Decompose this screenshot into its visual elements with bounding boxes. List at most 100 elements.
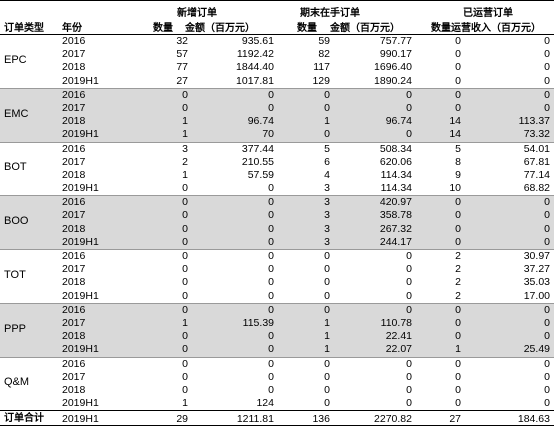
cell-backlog-count: 0	[324, 101, 330, 114]
table-row: 2016 0 0 0 0 0 0	[0, 304, 554, 317]
header-operating-cols: 数量运营收入（百万元）	[431, 23, 541, 34]
cell-year: 2018	[62, 115, 86, 128]
cell-operating-count: 0	[455, 330, 461, 343]
cell-new-count: 0	[182, 276, 188, 289]
cell-new-count: 3	[182, 142, 188, 155]
cell-new-amount: 0	[268, 276, 274, 289]
cell-new-amount: 0	[268, 343, 274, 356]
cell-operating-count: 10	[449, 182, 461, 195]
cell-backlog-count: 3	[324, 182, 330, 195]
cell-year: 2018	[62, 276, 86, 289]
cell-new-amount: 1192.42	[236, 48, 274, 61]
cell-operating-revenue: 0	[544, 101, 550, 114]
cell-backlog-count: 3	[324, 196, 330, 209]
cell-new-count: 1	[182, 168, 188, 181]
cell-new-amount: 0	[268, 196, 274, 209]
header-backlog-count: 数量	[297, 23, 317, 34]
cell-new-amount: 0	[268, 263, 274, 276]
cell-new-amount: 0	[268, 101, 274, 114]
cell-year: 2019H1	[62, 343, 99, 356]
table-row: 2017 0 0 0 0 2 37.27	[0, 263, 554, 276]
cell-new-amount: 935.61	[241, 35, 274, 47]
cell-operating-revenue: 113.37	[518, 115, 550, 128]
table-header: 订单类型 年份 新增订单 数量 金额（百万元） 期末在手订单 数量 金额（百万元…	[0, 0, 554, 35]
cell-operating-revenue: 0	[544, 48, 550, 61]
cell-new-amount: 57.59	[247, 168, 274, 181]
header-backlog: 期末在手订单	[300, 8, 360, 19]
row-group: PPP 2016 0 0 0 0 0 0 2017 1 115.39 1 110.78 0 0 2018 0 0 1…	[0, 302, 554, 357]
cell-backlog-count: 129	[312, 74, 330, 87]
cell-backlog-amount: 0	[406, 276, 412, 289]
cell-operating-revenue: 0	[544, 74, 550, 87]
cell-backlog-count: 0	[324, 357, 330, 370]
cell-new-count: 1	[182, 397, 188, 410]
cell-backlog-amount: 0	[406, 88, 412, 101]
cell-operating-count: 0	[455, 397, 461, 410]
cell-new-amount: 1844.40	[236, 61, 274, 74]
cell-year: 2016	[62, 303, 86, 316]
cell-backlog-amount: 0	[406, 250, 412, 262]
cell-operating-revenue: 30.97	[523, 250, 550, 262]
cell-year: 2018	[62, 330, 86, 343]
cell-new-amount: 0	[268, 209, 274, 222]
table-row: 2017 0 0 0 0 0 0	[0, 102, 554, 115]
table-row: 2017 0 0 0 0 0 0	[0, 371, 554, 384]
cell-new-amount: 0	[268, 370, 274, 383]
cell-new-amount: 70	[262, 128, 274, 141]
cell-backlog-amount: 114.34	[380, 182, 412, 195]
cell-backlog-amount: 267.32	[379, 222, 412, 235]
cell-new-amount: 0	[268, 88, 274, 101]
cell-backlog-amount: 1890.24	[374, 74, 412, 87]
cell-new-count: 57	[176, 48, 188, 61]
cell-new-count: 0	[182, 222, 188, 235]
cell-operating-revenue: 0	[544, 209, 550, 222]
cell-backlog-amount: 0	[406, 128, 412, 141]
total-year: 2019H1	[62, 413, 99, 426]
cell-backlog-amount: 0	[406, 263, 412, 276]
cell-backlog-amount: 1696.40	[374, 61, 412, 74]
cell-backlog-amount: 110.78	[380, 316, 412, 329]
order-type-label: TOT	[4, 268, 26, 281]
cell-backlog-count: 82	[318, 48, 330, 61]
cell-operating-count: 0	[455, 74, 461, 87]
cell-new-count: 0	[182, 196, 188, 209]
table-row: 2018 0 0 1 22.41 0 0	[0, 330, 554, 343]
cell-new-amount: 1017.81	[236, 74, 274, 87]
cell-new-count: 0	[182, 235, 188, 248]
cell-operating-count: 0	[455, 370, 461, 383]
cell-operating-revenue: 73.32	[523, 128, 550, 141]
total-row: 订单合计 2019H1 29 1211.81 136 2270.82 27 18…	[0, 410, 554, 427]
cell-new-count: 0	[182, 370, 188, 383]
total-backlog-amount: 2270.82	[374, 413, 412, 426]
cell-backlog-count: 5	[324, 142, 330, 155]
cell-backlog-amount: 96.74	[385, 115, 412, 128]
cell-operating-count: 0	[455, 61, 461, 74]
table-row: 2016 0 0 0 0 0 0	[0, 89, 554, 102]
cell-backlog-count: 0	[324, 303, 330, 316]
cell-new-count: 32	[176, 35, 188, 47]
cell-backlog-amount: 22.07	[385, 343, 412, 356]
cell-new-amount: 377.44	[241, 142, 274, 155]
cell-new-count: 0	[182, 88, 188, 101]
cell-new-count: 0	[182, 330, 188, 343]
cell-operating-revenue: 0	[544, 222, 550, 235]
cell-year: 2018	[62, 383, 86, 396]
header-backlog-amount: 金额（百万元）	[330, 23, 400, 34]
total-label: 订单合计	[4, 413, 44, 425]
header-new-amount: 金额（百万元）	[185, 23, 255, 34]
cell-operating-count: 2	[455, 250, 461, 262]
cell-backlog-amount: 114.34	[380, 168, 412, 181]
cell-new-amount: 0	[268, 182, 274, 195]
cell-operating-revenue: 0	[544, 357, 550, 370]
cell-year: 2017	[62, 101, 86, 114]
order-type-label: EPC	[4, 53, 27, 66]
total-operating-revenue: 184.63	[517, 413, 550, 426]
table-row: 2016 3 377.44 5 508.34 5 54.01	[0, 143, 554, 156]
cell-year: 2019H1	[62, 289, 99, 302]
table-row: 2017 57 1192.42 82 990.17 0 0	[0, 48, 554, 61]
cell-new-count: 27	[176, 74, 188, 87]
cell-new-count: 1	[182, 316, 188, 329]
cell-year: 2016	[62, 35, 86, 47]
table-row: 2019H1 27 1017.81 129 1890.24 0 0	[0, 75, 554, 88]
